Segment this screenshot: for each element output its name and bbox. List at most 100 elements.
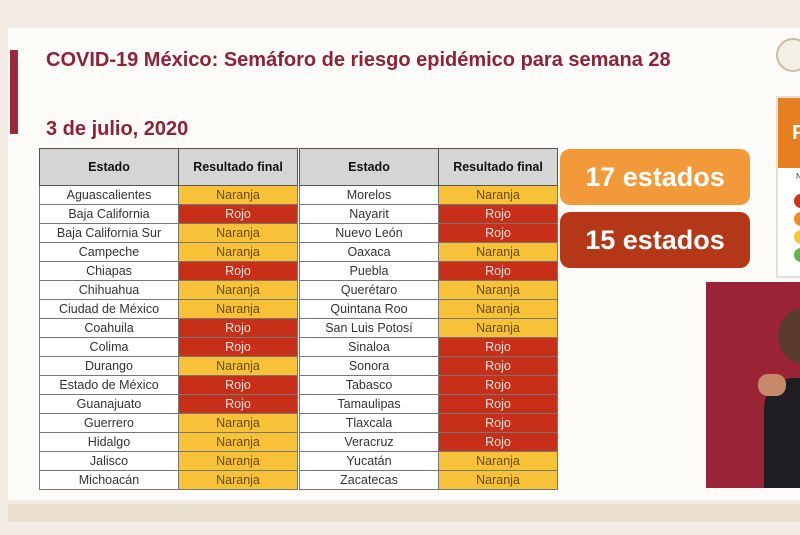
table-row: Ciudad de México Naranja (39, 299, 298, 319)
table-row: Morelos Naranja (299, 185, 558, 205)
resultado-cell: Naranja (178, 432, 298, 452)
estado-cell: Estado de México (39, 375, 179, 395)
estado-cell: Baja California Sur (39, 223, 179, 243)
table-row: Durango Naranja (39, 356, 298, 376)
estado-cell: Chiapas (39, 261, 179, 281)
resultado-cell: Naranja (178, 451, 298, 471)
estado-cell: Puebla (299, 261, 439, 281)
resultado-cell: Naranja (438, 470, 558, 490)
estado-cell: Ciudad de México (39, 299, 179, 319)
table-row: Tabasco Rojo (299, 375, 558, 395)
naranja-count-badge: 17 estados (560, 149, 750, 205)
resultado-cell: Naranja (178, 242, 298, 262)
table-row: Guerrero Naranja (39, 413, 298, 433)
traffic-light-lamp (794, 230, 800, 244)
resultado-cell: Naranja (438, 451, 558, 471)
table-row: Tamaulipas Rojo (299, 394, 558, 414)
page-title: COVID-19 México: Semáforo de riesgo epid… (46, 49, 671, 71)
estado-cell: Morelos (299, 185, 439, 205)
resultado-cell: Rojo (438, 394, 558, 414)
sign-language-interpreter (706, 282, 800, 488)
estado-cell: Coahuila (39, 318, 179, 338)
resultado-cell: Naranja (438, 318, 558, 338)
estado-cell: Guerrero (39, 413, 179, 433)
column-header-resultado: Resultado final (178, 148, 298, 186)
resultado-cell: Rojo (178, 261, 298, 281)
estado-cell: Zacatecas (299, 470, 439, 490)
traffic-light-lamp (794, 212, 800, 226)
resultado-cell: Naranja (438, 242, 558, 262)
table-row: Oaxaca Naranja (299, 242, 558, 262)
estado-cell: Campeche (39, 242, 179, 262)
table-row: San Luis Potosí Naranja (299, 318, 558, 338)
table-row: Coahuila Rojo (39, 318, 298, 338)
table-row: Nuevo León Rojo (299, 223, 558, 243)
resultado-cell: Naranja (178, 299, 298, 319)
estado-cell: Querétaro (299, 280, 439, 300)
resultado-cell: Naranja (178, 413, 298, 433)
states-table-left: Estado Resultado final Aguascalientes Nar… (39, 148, 298, 490)
resultado-cell: Rojo (178, 375, 298, 395)
table-row: Sinaloa Rojo (299, 337, 558, 357)
semaforo-legend-card: P N (776, 96, 800, 278)
resultado-cell: Naranja (178, 223, 298, 243)
estado-cell: Jalisco (39, 451, 179, 471)
table-row: Michoacán Naranja (39, 470, 298, 490)
estado-cell: Sinaloa (299, 337, 439, 357)
table-row: Puebla Rojo (299, 261, 558, 281)
table-row: Veracruz Rojo (299, 432, 558, 452)
table-row: Estado de México Rojo (39, 375, 298, 395)
interpreter-hand (758, 374, 786, 396)
estado-cell: Guanajuato (39, 394, 179, 414)
estado-cell: Nuevo León (299, 223, 439, 243)
resultado-cell: Rojo (438, 356, 558, 376)
estado-cell: Chihuahua (39, 280, 179, 300)
estado-cell: Nayarit (299, 204, 439, 224)
rojo-count-badge: 15 estados (560, 212, 750, 268)
resultado-cell: Rojo (438, 204, 558, 224)
table-header-row: Estado Resultado final (39, 148, 298, 186)
resultado-cell: Rojo (178, 394, 298, 414)
table-header-row: Estado Resultado final (299, 148, 558, 186)
states-table-right: Estado Resultado final Morelos Naranja Nay… (299, 148, 558, 490)
estado-cell: San Luis Potosí (299, 318, 439, 338)
estado-cell: Colima (39, 337, 179, 357)
resultado-cell: Naranja (438, 280, 558, 300)
estado-cell: Hidalgo (39, 432, 179, 452)
estado-cell: Tamaulipas (299, 394, 439, 414)
estado-cell: Yucatán (299, 451, 439, 471)
bottom-band (8, 504, 800, 522)
resultado-cell: Naranja (438, 185, 558, 205)
table-row: Guanajuato Rojo (39, 394, 298, 414)
legend-subtitle: N (796, 172, 800, 181)
legend-header: P (778, 98, 800, 168)
table-row: Chihuahua Naranja (39, 280, 298, 300)
resultado-cell: Rojo (438, 413, 558, 433)
table-row: Jalisco Naranja (39, 451, 298, 471)
resultado-cell: Naranja (178, 356, 298, 376)
column-header-estado: Estado (39, 148, 179, 186)
interpreter-head (778, 308, 800, 364)
table-row: Colima Rojo (39, 337, 298, 357)
estado-cell: Veracruz (299, 432, 439, 452)
table-row: Zacatecas Naranja (299, 470, 558, 490)
resultado-cell: Rojo (178, 204, 298, 224)
table-row: Tlaxcala Rojo (299, 413, 558, 433)
table-row: Quintana Roo Naranja (299, 299, 558, 319)
estado-cell: Quintana Roo (299, 299, 439, 319)
estado-cell: Aguascalientes (39, 185, 179, 205)
estado-cell: Baja California (39, 204, 179, 224)
estado-cell: Michoacán (39, 470, 179, 490)
table-row: Aguascalientes Naranja (39, 185, 298, 205)
resultado-cell: Rojo (438, 223, 558, 243)
resultado-cell: Naranja (178, 470, 298, 490)
resultado-cell: Rojo (178, 337, 298, 357)
traffic-light-lamp (794, 194, 800, 208)
government-seal-icon (776, 38, 800, 72)
table-row: Campeche Naranja (39, 242, 298, 262)
resultado-cell: Naranja (178, 185, 298, 205)
table-row: Sonora Rojo (299, 356, 558, 376)
resultado-cell: Rojo (438, 375, 558, 395)
table-row: Nayarit Rojo (299, 204, 558, 224)
estado-cell: Sonora (299, 356, 439, 376)
